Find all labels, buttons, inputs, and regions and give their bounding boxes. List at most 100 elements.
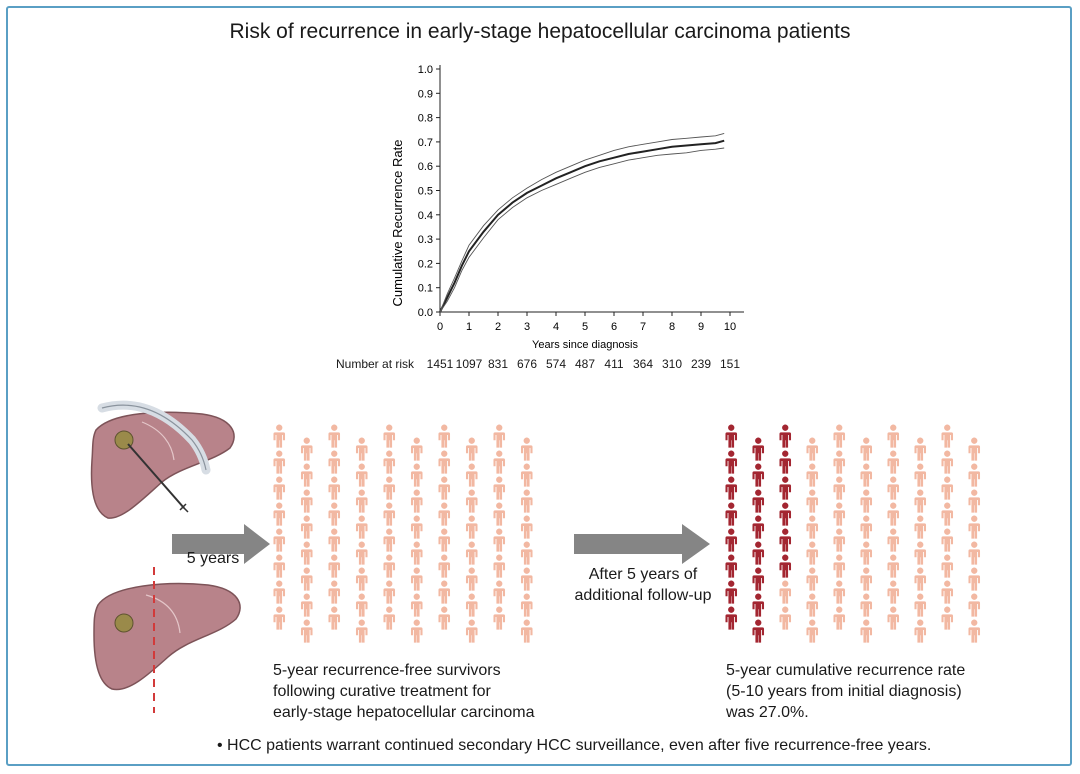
recurrence-people-grid <box>725 424 981 643</box>
survivor-person-icon <box>383 502 396 526</box>
survivor-person-icon <box>887 424 900 448</box>
y-tick-label: 0.3 <box>418 234 433 246</box>
survivor-person-icon <box>383 528 396 552</box>
survivor-person-icon <box>465 515 478 539</box>
recurrence-person-icon <box>779 554 792 578</box>
liver-resection-illustration <box>93 567 241 713</box>
survivor-person-icon <box>968 437 981 461</box>
survivor-person-icon <box>968 541 981 565</box>
survivor-person-icon <box>520 437 533 461</box>
recurrence-person-icon <box>752 463 765 487</box>
survivor-person-icon <box>941 554 954 578</box>
recurrence-person-icon <box>752 515 765 539</box>
survivor-person-icon <box>273 528 286 552</box>
survivor-person-icon <box>465 593 478 617</box>
recurrence-person-icon <box>725 580 738 604</box>
survivor-person-icon <box>493 554 506 578</box>
survivor-person-icon <box>410 463 423 487</box>
survivor-person-icon <box>887 606 900 630</box>
survivor-person-icon <box>300 515 313 539</box>
number-at-risk-value: 239 <box>690 357 712 371</box>
survivor-person-icon <box>300 437 313 461</box>
survivors-caption: 5-year recurrence-free survivors followi… <box>273 660 534 723</box>
survivor-person-icon <box>941 580 954 604</box>
survivor-person-icon <box>887 554 900 578</box>
survivor-person-icon <box>887 450 900 474</box>
five-years-label: 5 years <box>186 550 240 567</box>
figure-frame <box>6 6 1072 766</box>
survivor-person-icon <box>328 476 341 500</box>
survivor-person-icon <box>968 463 981 487</box>
survivor-person-icon <box>383 606 396 630</box>
survivor-person-icon <box>465 541 478 565</box>
survivor-person-icon <box>860 515 873 539</box>
survivor-person-icon <box>273 502 286 526</box>
recurrence-person-icon <box>779 528 792 552</box>
survivor-person-icon <box>833 580 846 604</box>
recurrence-person-icon <box>779 424 792 448</box>
survivor-person-icon <box>806 463 819 487</box>
survivor-person-icon <box>493 476 506 500</box>
survivor-person-icon <box>300 619 313 643</box>
survivor-person-icon <box>410 541 423 565</box>
survivor-person-icon <box>806 437 819 461</box>
survivor-person-icon <box>968 515 981 539</box>
survivor-person-icon <box>914 515 927 539</box>
survivor-person-icon <box>355 593 368 617</box>
follow-up-label: After 5 years of additional follow-up <box>553 564 733 606</box>
survivor-person-icon <box>493 502 506 526</box>
survivor-person-icon <box>860 463 873 487</box>
survivor-person-icon <box>806 567 819 591</box>
survivors-caption-line3: early-stage hepatocellular carcinoma <box>273 704 535 721</box>
y-tick-label: 0.9 <box>418 88 433 100</box>
figure-title: Risk of recurrence in early-stage hepato… <box>229 20 851 43</box>
survivor-person-icon <box>833 502 846 526</box>
number-at-risk-value: 310 <box>661 357 683 371</box>
survivor-person-icon <box>300 567 313 591</box>
survivor-person-icon <box>806 619 819 643</box>
survivor-person-icon <box>520 567 533 591</box>
survivor-person-icon <box>328 554 341 578</box>
x-tick-label: 3 <box>524 321 530 333</box>
survivor-person-icon <box>383 476 396 500</box>
recurrence-person-icon <box>752 541 765 565</box>
survivor-person-icon <box>941 502 954 526</box>
recurrence-caption: 5-year cumulative recurrence rate (5-10 … <box>726 660 965 723</box>
y-tick-label: 0.7 <box>418 137 433 149</box>
survivor-person-icon <box>410 489 423 513</box>
chart-axes <box>439 65 744 313</box>
survivor-person-icon <box>941 476 954 500</box>
survivor-person-icon <box>383 424 396 448</box>
survivor-person-icon <box>779 606 792 630</box>
survivor-person-icon <box>833 450 846 474</box>
lower-ci-line <box>439 147 725 313</box>
survivor-person-icon <box>914 541 927 565</box>
survivor-person-icon <box>914 489 927 513</box>
survivor-person-icon <box>806 489 819 513</box>
survivor-person-icon <box>355 567 368 591</box>
survivor-person-icon <box>860 593 873 617</box>
survivor-person-icon <box>328 502 341 526</box>
survivor-person-icon <box>968 567 981 591</box>
y-axis-label: Cumulative Recurrence Rate <box>390 140 405 307</box>
x-tick-label: 8 <box>669 321 675 333</box>
x-tick-label: 10 <box>724 321 736 333</box>
survivor-person-icon <box>355 541 368 565</box>
recurrence-curve-chart: 0.0 0.1 0.2 0.3 0.4 0.5 0.6 0.7 0.8 0.9 1.0 0 1 2 3 4 5 6… <box>390 64 744 351</box>
upper-ci-line <box>439 132 725 313</box>
survivor-person-icon <box>806 515 819 539</box>
survivor-person-icon <box>860 541 873 565</box>
survivor-person-icon <box>968 619 981 643</box>
survivor-person-icon <box>383 554 396 578</box>
survivor-person-icon <box>465 463 478 487</box>
survivor-person-icon <box>493 424 506 448</box>
x-axis-label: Years since diagnosis <box>532 339 638 351</box>
y-tick-label: 0.4 <box>418 210 433 222</box>
survivor-person-icon <box>941 450 954 474</box>
recurrence-person-icon <box>725 554 738 578</box>
recurrence-person-icon <box>725 424 738 448</box>
x-tick-label: 7 <box>640 321 646 333</box>
survivor-person-icon <box>328 450 341 474</box>
follow-up-label-line2: additional follow-up <box>574 587 712 604</box>
survivor-person-icon <box>273 424 286 448</box>
